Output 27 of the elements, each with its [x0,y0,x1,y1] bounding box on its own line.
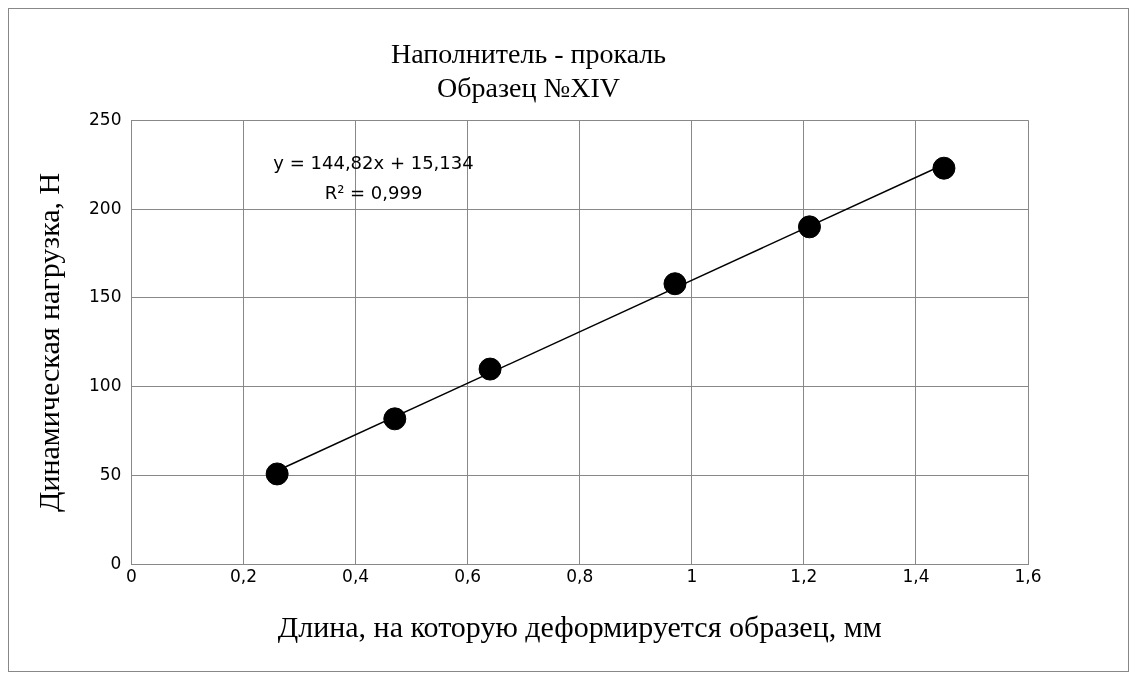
point [478,357,502,381]
point [265,462,289,486]
y-axis-title: Динамическая нагрузка, Н [31,172,65,513]
annotation: R² = 0,999 [324,182,423,204]
x-tick-label: 0,2 [229,566,258,587]
point [663,272,687,296]
x-tick-label: 1,6 [1014,566,1042,587]
x-tick-label: 0,4 [342,566,370,587]
y-tick-label: 150 [88,286,122,307]
y-tick-label: 250 [88,108,122,129]
y-tick-label: 50 [99,464,122,485]
x-tick-label: 1,2 [790,566,818,587]
y-tick-label: 100 [88,375,122,396]
annotation: y = 144,82x + 15,134 [273,152,474,174]
x-tick-label: 1 [686,566,698,587]
point [932,156,956,180]
x-tick-label: 0,6 [454,566,482,587]
x-tick-label: 0,8 [566,566,594,587]
x-tick-label: 1,4 [902,566,930,587]
point [797,215,821,239]
x-axis-title: Длина, на которую деформируется образец, мм [277,609,882,643]
y-tick-label: 200 [88,197,122,218]
point [383,407,407,431]
chart-subtitle: Образец №XIV [437,71,620,103]
chart-title: Наполнитель - прокаль [390,38,667,70]
y-tick-label: 0 [110,553,122,574]
x-tick-label: 0 [126,566,137,587]
